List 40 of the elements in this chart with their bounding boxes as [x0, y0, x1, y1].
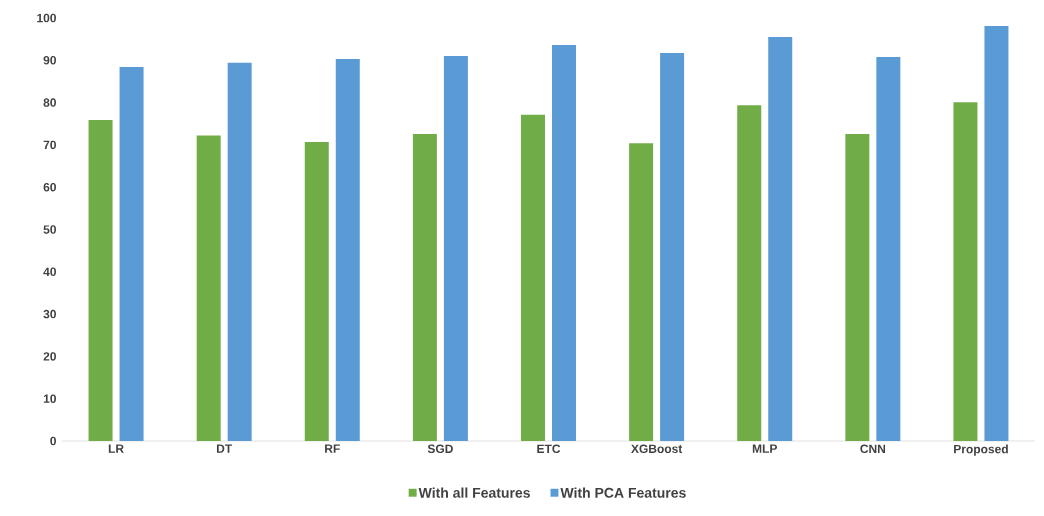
x-tick-label: DT: [216, 444, 233, 453]
y-tick-label: 10: [43, 394, 56, 403]
bar: [335, 59, 360, 441]
y-tick-label: 60: [43, 182, 56, 192]
bar: [304, 141, 329, 441]
x-tick-label: CNN: [860, 444, 886, 454]
y-tick-label: 20: [43, 352, 56, 361]
bar: [227, 62, 252, 441]
bar: [737, 105, 762, 441]
bar: [443, 56, 468, 441]
x-tick-label: RF: [325, 444, 340, 453]
bar: [552, 45, 576, 441]
legend-label: With PCA Features: [560, 487, 686, 498]
x-tick-label: ETC: [537, 444, 561, 454]
bar: [660, 53, 685, 441]
y-tick-label: 0: [50, 436, 56, 446]
bar: [119, 67, 144, 441]
bar: [876, 56, 901, 441]
y-tick-label: 80: [43, 98, 56, 107]
x-tick-label: MLP: [752, 444, 777, 453]
bar: [984, 26, 1009, 441]
x-tick-label: Proposed: [954, 444, 1008, 456]
bar: [845, 133, 870, 441]
bar: [88, 119, 113, 441]
y-tick-label: 100: [37, 13, 56, 23]
bar: [768, 37, 793, 441]
y-tick-label: 70: [43, 140, 56, 150]
bar: [412, 133, 437, 441]
legend-label: With all Features: [418, 487, 530, 498]
bar: [953, 102, 978, 441]
x-tick-label: SGD: [427, 444, 453, 454]
bar: [196, 135, 221, 441]
y-tick-label: 50: [43, 225, 56, 234]
x-tick-label: XGBoost: [631, 444, 683, 454]
bar: [629, 143, 654, 441]
bar: [521, 114, 545, 441]
y-tick-label: 90: [43, 56, 56, 65]
x-tick-label: LR: [108, 444, 124, 453]
y-tick-label: 30: [43, 309, 56, 319]
y-tick-label: 40: [43, 267, 56, 277]
